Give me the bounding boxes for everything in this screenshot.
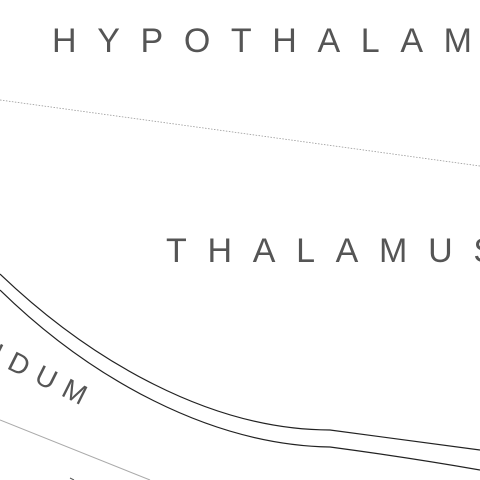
outer-structure-outline (0, 273, 480, 451)
pallidum-label-path: IDUM (0, 338, 91, 416)
inner-structure-outline (0, 289, 480, 471)
dotted-boundary-line (0, 99, 480, 167)
thalamus-label: THALAMUS (166, 232, 480, 270)
pallidum-label: IDUM (0, 338, 101, 416)
hypothalamus-label: HYPOTHALAM (52, 22, 472, 60)
faint-structure-curve (0, 419, 151, 480)
